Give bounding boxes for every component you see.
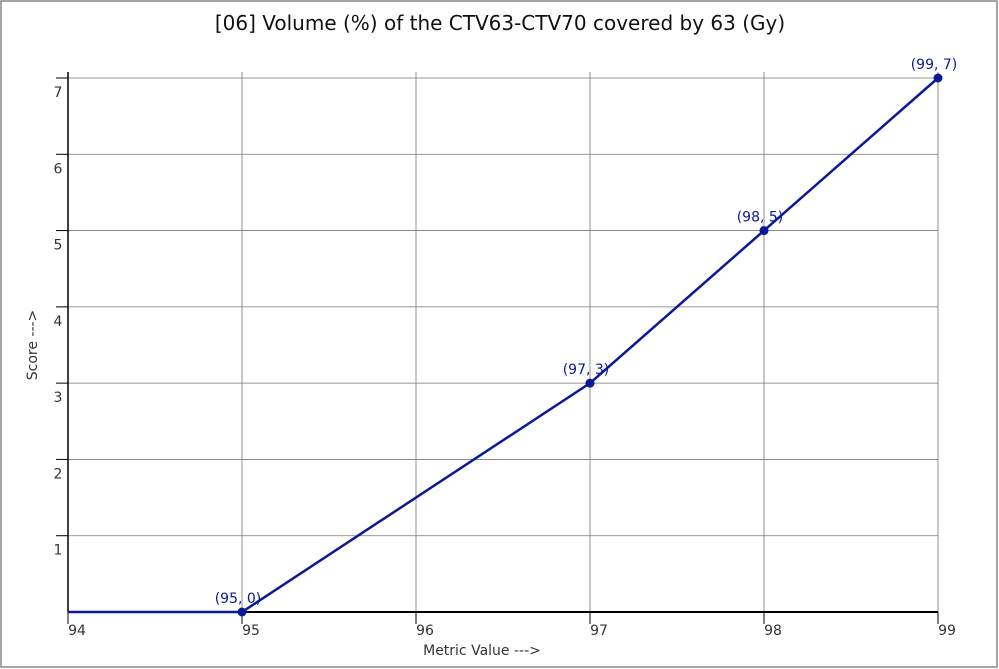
- y-tick-label: 7: [54, 85, 63, 101]
- x-tick-label: 99: [938, 623, 956, 639]
- data-point: [933, 73, 943, 83]
- data-label: (97, 3): [563, 362, 610, 378]
- y-axis-label: Score --->: [25, 310, 41, 381]
- x-tick-label: 97: [590, 623, 608, 639]
- data-label: (95, 0): [215, 591, 262, 607]
- y-tick-label: 2: [54, 466, 63, 482]
- x-tick-label: 96: [416, 623, 434, 639]
- x-tick-label: 95: [242, 623, 260, 639]
- data-point: [759, 226, 769, 236]
- y-tick-label: 4: [54, 314, 63, 330]
- x-tick-label: 94: [68, 623, 86, 639]
- y-tick-label: 3: [54, 390, 63, 406]
- data-point: [237, 607, 247, 617]
- x-axis-label: Metric Value --->: [423, 643, 541, 659]
- y-tick-label: 6: [54, 161, 63, 177]
- chart-title: [06] Volume (%) of the CTV63-CTV70 cover…: [215, 11, 785, 35]
- data-point: [585, 378, 595, 388]
- data-label: (98, 5): [737, 210, 784, 226]
- y-tick-label: 5: [54, 238, 63, 254]
- y-tick-label: 1: [54, 543, 63, 559]
- data-label: (99, 7): [911, 57, 958, 73]
- x-tick-label: 98: [764, 623, 782, 639]
